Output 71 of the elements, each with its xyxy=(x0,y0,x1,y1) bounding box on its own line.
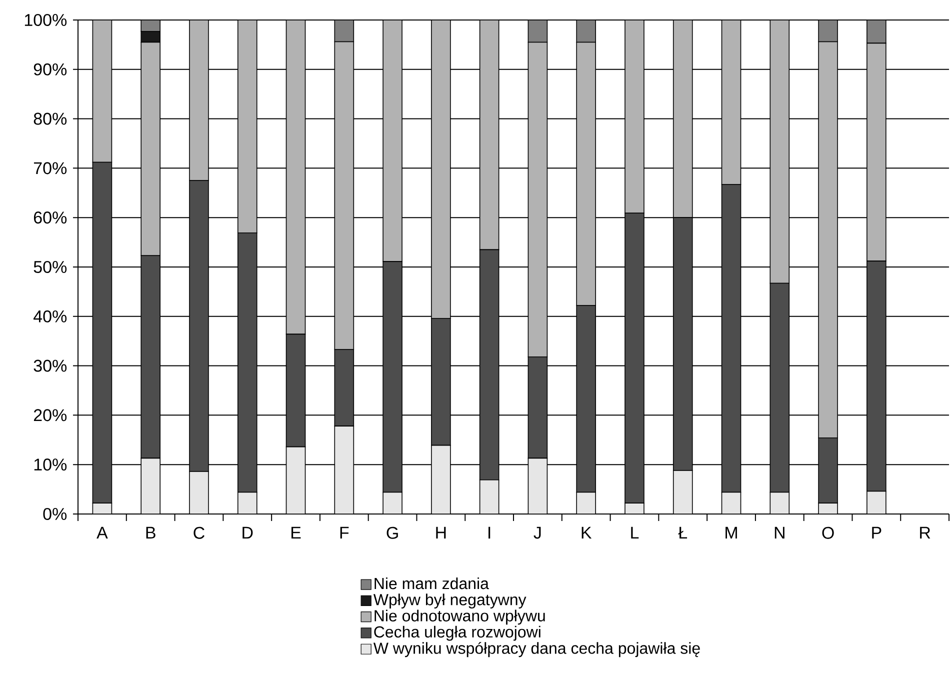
x-tick-label: B xyxy=(146,526,156,539)
x-tick-label: H xyxy=(436,526,446,539)
bar xyxy=(672,470,693,514)
bar xyxy=(92,20,112,163)
bar xyxy=(286,446,306,514)
bar xyxy=(721,492,742,514)
x-tick-label: D xyxy=(242,526,253,539)
x-tick-label: N xyxy=(774,526,784,539)
bar xyxy=(479,480,500,514)
bar xyxy=(189,20,209,181)
x-tick-label: E xyxy=(291,526,301,539)
y-tick-label: 30% xyxy=(34,360,67,372)
x-tick-label: O xyxy=(822,526,834,539)
bar xyxy=(624,20,644,214)
bar xyxy=(189,471,209,514)
bar xyxy=(479,20,500,250)
y-tick-label: 70% xyxy=(34,162,67,174)
bar xyxy=(528,20,548,43)
bar xyxy=(528,42,548,358)
bar xyxy=(334,20,354,42)
x-tick-label: C xyxy=(194,526,204,539)
bar xyxy=(818,20,838,42)
bar xyxy=(721,20,742,185)
bar xyxy=(334,426,354,514)
bar xyxy=(866,20,886,44)
legend-label: Wpływ był negatywny xyxy=(373,594,526,608)
bar xyxy=(334,41,354,350)
bar xyxy=(286,20,306,335)
x-tick-label: F xyxy=(340,526,349,539)
bar xyxy=(818,41,838,438)
y-tick-label: 90% xyxy=(34,63,67,76)
x-tick-label: I xyxy=(488,526,490,539)
y-tick-label: 20% xyxy=(34,409,67,422)
bar xyxy=(382,492,402,514)
bar xyxy=(576,20,596,43)
x-tick-label: A xyxy=(96,526,108,539)
x-tick-label: R xyxy=(920,526,930,539)
bar xyxy=(140,42,160,256)
bar xyxy=(770,492,790,514)
x-tick-label: P xyxy=(872,526,882,539)
legend-label: Cecha uległa rozwojowi xyxy=(374,626,540,641)
legend-label: Nie odnotowano wpływu xyxy=(374,610,545,625)
bar xyxy=(866,42,886,262)
bar xyxy=(431,444,451,514)
y-tick-label: 50% xyxy=(34,260,67,274)
x-tick-label: J xyxy=(534,526,541,539)
x-tick-label: G xyxy=(386,526,398,539)
bar xyxy=(382,20,402,262)
x-tick-label: Ł xyxy=(678,526,688,539)
legend-label: W wyniku współpracy dana cecha pojawiła się xyxy=(373,642,700,658)
y-tick-label: 10% xyxy=(34,458,67,471)
bar xyxy=(866,490,886,514)
y-tick-label: 40% xyxy=(34,310,67,322)
y-tick-label: 80% xyxy=(34,112,67,125)
bar xyxy=(92,503,112,514)
bar xyxy=(140,458,160,514)
bar xyxy=(576,492,596,514)
y-tick-label: 60% xyxy=(34,212,67,224)
bar xyxy=(431,20,451,319)
bar xyxy=(237,492,258,514)
bar xyxy=(237,20,258,234)
bar xyxy=(576,42,596,306)
y-tick-label: 100% xyxy=(24,14,67,26)
x-tick-label: M xyxy=(726,526,737,539)
bar xyxy=(672,20,693,218)
bar xyxy=(528,458,548,514)
legend-label: Nie mam zdania xyxy=(374,577,489,590)
x-tick-label: L xyxy=(631,526,639,539)
x-tick-label: K xyxy=(582,526,592,539)
y-tick-label: 0% xyxy=(43,508,67,520)
bar xyxy=(770,20,790,284)
